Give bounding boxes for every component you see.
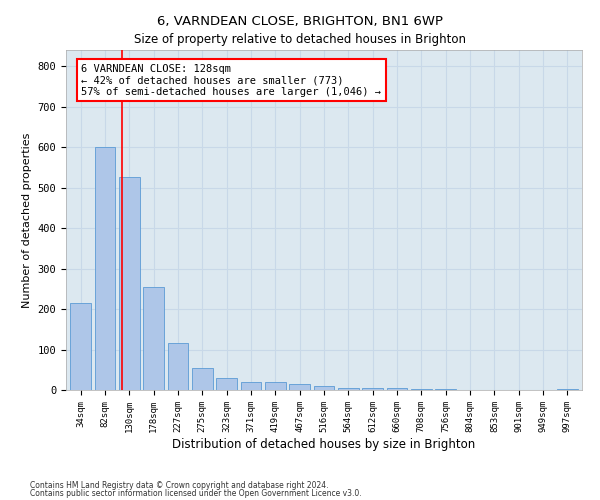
Bar	[70, 303, 91, 390]
Bar	[436, 389, 456, 390]
Bar	[411, 389, 432, 390]
Bar	[167, 344, 188, 390]
Bar	[143, 287, 164, 390]
Bar	[192, 368, 212, 390]
Text: 6 VARNDEAN CLOSE: 128sqm
← 42% of detached houses are smaller (773)
57% of semi-: 6 VARNDEAN CLOSE: 128sqm ← 42% of detach…	[82, 64, 382, 97]
Text: Contains public sector information licensed under the Open Government Licence v3: Contains public sector information licen…	[30, 489, 362, 498]
Text: Contains HM Land Registry data © Crown copyright and database right 2024.: Contains HM Land Registry data © Crown c…	[30, 480, 329, 490]
Bar	[289, 384, 310, 390]
Bar	[386, 388, 407, 390]
Bar	[338, 388, 359, 390]
Bar	[241, 382, 262, 390]
Bar	[119, 178, 140, 390]
X-axis label: Distribution of detached houses by size in Brighton: Distribution of detached houses by size …	[172, 438, 476, 450]
Bar	[95, 147, 115, 390]
Text: Size of property relative to detached houses in Brighton: Size of property relative to detached ho…	[134, 32, 466, 46]
Y-axis label: Number of detached properties: Number of detached properties	[22, 132, 32, 308]
Bar	[265, 382, 286, 390]
Text: 6, VARNDEAN CLOSE, BRIGHTON, BN1 6WP: 6, VARNDEAN CLOSE, BRIGHTON, BN1 6WP	[157, 15, 443, 28]
Bar	[314, 386, 334, 390]
Bar	[557, 389, 578, 390]
Bar	[216, 378, 237, 390]
Bar	[362, 388, 383, 390]
